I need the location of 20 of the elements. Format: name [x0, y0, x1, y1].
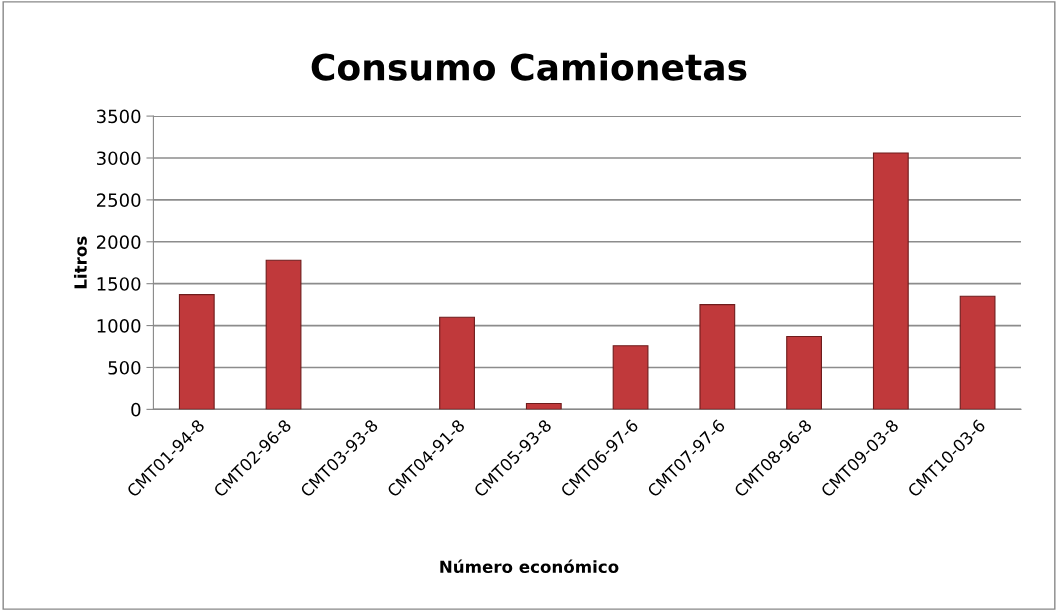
y-tick-label: 3500: [97, 109, 141, 124]
chart-title: Consumo Camionetas: [311, 52, 747, 81]
y-tick-label: 500: [108, 360, 141, 375]
y-tick-label: 1500: [97, 277, 141, 291]
bar: [178, 294, 215, 410]
y-tick-label: 0: [131, 402, 141, 417]
y-axis-title: Litros: [73, 236, 87, 289]
y-tick-label: 2500: [96, 193, 141, 207]
y-tick-label: 3000: [97, 151, 141, 166]
bar: [959, 295, 996, 410]
y-tick-label: 1000: [97, 319, 141, 333]
bar: [786, 335, 822, 410]
bar: [872, 152, 909, 410]
y-tick-label: 2000: [96, 235, 141, 249]
bar: [525, 402, 562, 410]
bar: [699, 304, 736, 410]
bar: [439, 316, 475, 410]
bar: [612, 345, 649, 410]
bar: [265, 259, 302, 410]
x-axis-title: Número económico: [440, 559, 619, 574]
